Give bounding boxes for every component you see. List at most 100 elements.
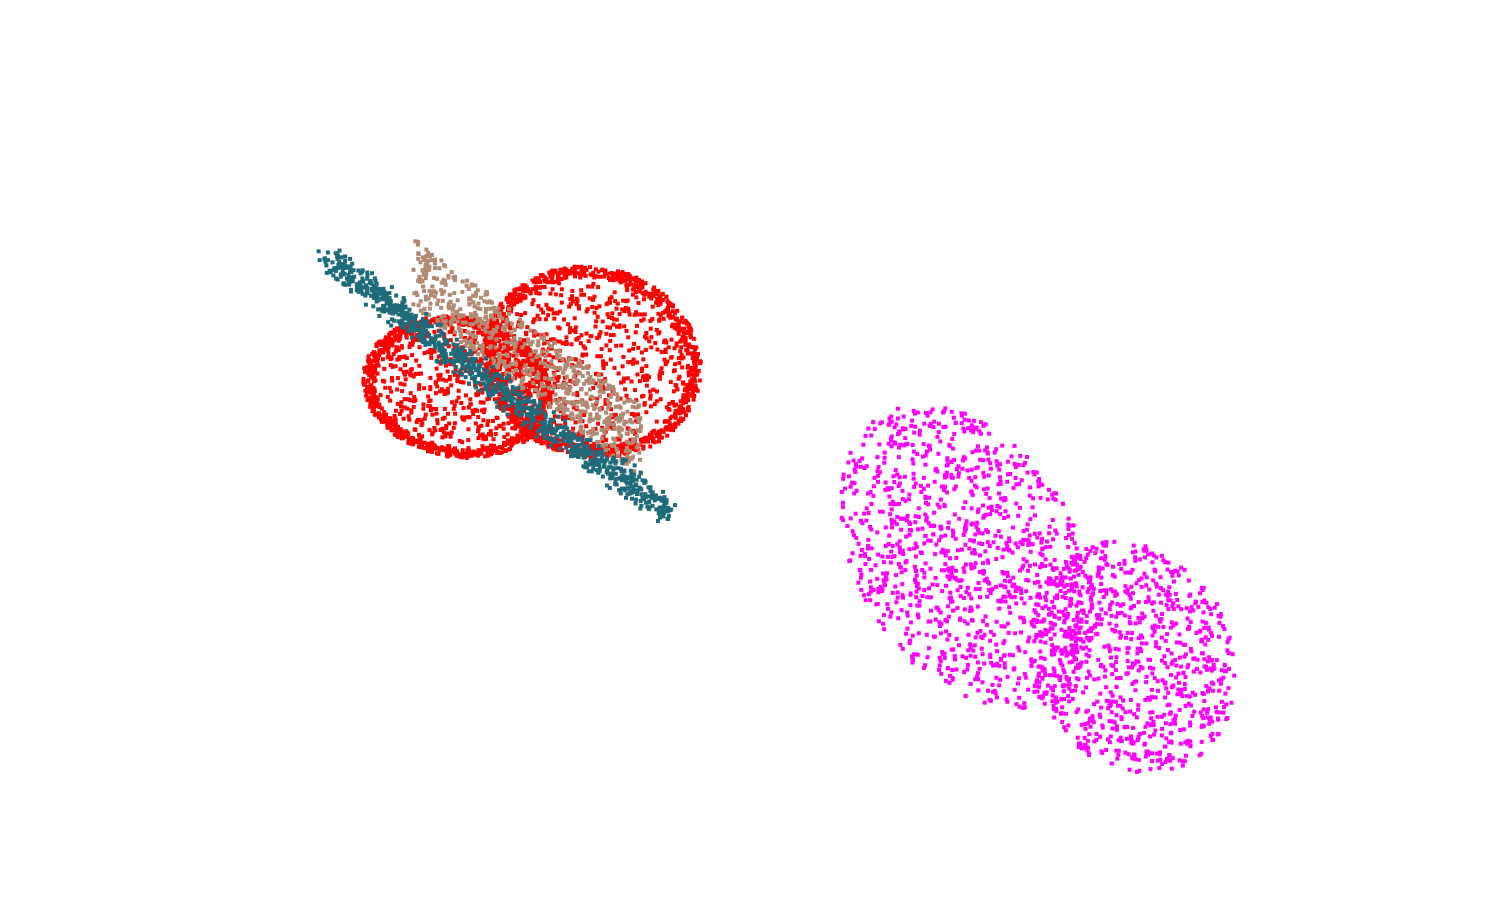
point <box>513 362 518 367</box>
point <box>506 441 511 446</box>
point <box>922 588 927 593</box>
point <box>480 347 485 352</box>
point <box>486 369 491 374</box>
point <box>665 427 670 432</box>
point <box>897 481 902 486</box>
point <box>530 404 535 409</box>
point <box>550 272 555 277</box>
point <box>528 380 533 385</box>
point <box>883 574 888 579</box>
point <box>516 392 521 397</box>
point <box>467 302 472 307</box>
point <box>876 587 881 591</box>
point <box>1000 570 1005 574</box>
point <box>333 269 338 273</box>
point <box>423 316 428 321</box>
point <box>547 401 552 406</box>
point <box>456 395 461 400</box>
point <box>335 256 340 261</box>
point <box>533 284 538 289</box>
point <box>612 290 617 295</box>
point <box>504 448 508 453</box>
point <box>433 380 438 385</box>
point <box>549 359 554 364</box>
point <box>442 392 447 397</box>
point <box>602 420 607 425</box>
point <box>953 657 957 662</box>
point <box>384 412 389 417</box>
point <box>594 468 599 473</box>
point <box>559 277 564 282</box>
point <box>561 370 566 375</box>
point <box>530 358 535 363</box>
point <box>529 419 534 423</box>
point <box>962 569 967 574</box>
point <box>628 473 633 478</box>
point <box>688 326 693 330</box>
point <box>649 430 654 435</box>
point <box>454 399 459 404</box>
point <box>395 401 400 406</box>
point <box>633 330 638 335</box>
point <box>502 435 507 439</box>
point <box>875 576 880 581</box>
point <box>473 357 478 362</box>
point <box>542 278 547 283</box>
point <box>523 389 528 394</box>
point <box>518 368 523 373</box>
point <box>398 412 403 416</box>
point <box>629 484 634 489</box>
point <box>1040 482 1045 487</box>
point <box>515 358 520 363</box>
point <box>501 333 506 338</box>
point <box>437 348 442 353</box>
point <box>538 396 543 401</box>
point <box>923 411 928 415</box>
point <box>431 348 436 352</box>
point <box>968 682 973 686</box>
point <box>677 411 682 416</box>
point <box>412 427 417 432</box>
point <box>360 276 365 281</box>
point <box>445 386 450 391</box>
point <box>607 486 612 490</box>
point <box>498 323 503 328</box>
point <box>467 345 472 350</box>
point <box>1022 701 1027 706</box>
point <box>1071 523 1076 528</box>
point <box>543 376 548 381</box>
point <box>371 394 376 399</box>
point <box>589 444 594 449</box>
point <box>517 292 522 297</box>
point <box>564 381 569 386</box>
point <box>465 330 470 335</box>
point <box>622 469 627 474</box>
point <box>453 315 458 320</box>
point <box>496 361 501 366</box>
point <box>579 387 583 392</box>
point <box>473 310 478 315</box>
point <box>631 361 635 366</box>
point <box>591 462 596 467</box>
point <box>503 391 508 396</box>
point <box>946 614 951 619</box>
point <box>625 376 630 381</box>
point <box>460 355 465 360</box>
point <box>949 574 954 579</box>
point <box>614 446 619 451</box>
point <box>555 354 560 359</box>
point <box>606 406 611 410</box>
point <box>638 425 643 430</box>
point <box>661 316 666 321</box>
point <box>627 441 632 446</box>
point <box>988 638 993 643</box>
point <box>370 288 374 293</box>
point <box>554 356 559 361</box>
point <box>484 436 489 441</box>
point <box>505 295 510 300</box>
point <box>1009 454 1014 459</box>
point <box>421 340 426 345</box>
point <box>519 391 524 395</box>
